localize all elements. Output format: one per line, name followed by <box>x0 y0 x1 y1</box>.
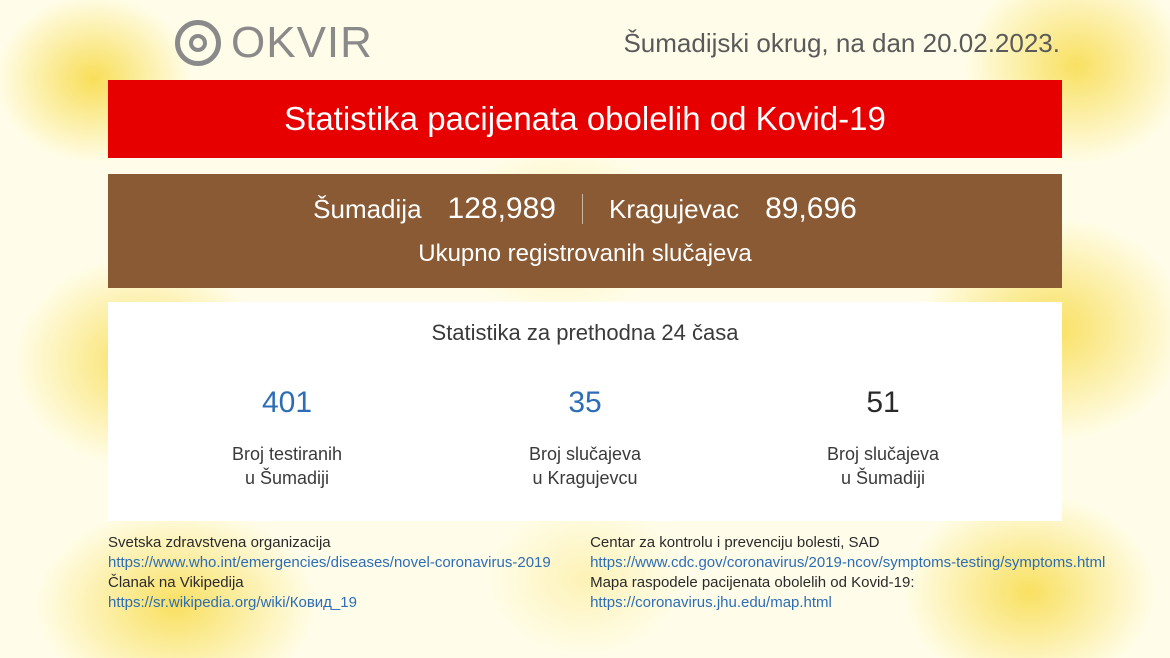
footer-sources: Svetska zdravstvena organizacija https:/… <box>0 533 1170 614</box>
stats-24h-panel: Statistika za prethodna 24 časa 401 Broj… <box>108 302 1062 521</box>
source-wiki-label: Članak na Vikipedija <box>108 573 560 593</box>
stat-col-cases-sumadija: 51 Broj slučajeva u Šumadiji <box>734 386 1032 491</box>
stat-value: 401 <box>138 386 436 420</box>
stat-value: 35 <box>436 386 734 420</box>
vertical-divider <box>582 194 583 224</box>
region2-label: Kragujevac <box>609 194 739 225</box>
header-date: Šumadijski okrug, na dan 20.02.2023. <box>623 28 1060 59</box>
title-banner: Statistika pacijenata obolelih od Kovid-… <box>108 80 1062 158</box>
logo-circle-icon <box>175 20 221 66</box>
source-wiki-link: https://sr.wikipedia.org/wiki/Ковид_19 <box>108 593 560 613</box>
stat-label: Broj testiranih u Šumadiji <box>138 442 436 491</box>
logo-inner-circle-icon <box>189 34 207 52</box>
stat-col-tested: 401 Broj testiranih u Šumadiji <box>138 386 436 491</box>
date-value: 20.02.2023. <box>923 28 1060 58</box>
region-prefix: Šumadijski okrug, na dan <box>623 28 915 58</box>
source-who-link: https://www.who.int/emergencies/diseases… <box>108 553 560 573</box>
stat-col-cases-kragujevac: 35 Broj slučajeva u Kragujevcu <box>436 386 734 491</box>
footer-left-col: Svetska zdravstvena organizacija https:/… <box>108 533 560 614</box>
totals-row: Šumadija 128,989 Kragujevac 89,696 <box>108 192 1062 226</box>
stat-value: 51 <box>734 386 1032 420</box>
region1-label: Šumadija <box>313 194 421 225</box>
logo-text: OKVIR <box>231 18 373 68</box>
source-who-label: Svetska zdravstvena organizacija <box>108 533 560 553</box>
stats-row: 401 Broj testiranih u Šumadiji 35 Broj s… <box>138 386 1032 491</box>
region2-value: 89,696 <box>765 192 857 226</box>
totals-panel: Šumadija 128,989 Kragujevac 89,696 Ukupn… <box>108 174 1062 288</box>
source-cdc-label: Centar za kontrolu i prevenciju bolesti,… <box>590 533 1110 553</box>
stat-label: Broj slučajeva u Kragujevcu <box>436 442 734 491</box>
footer-right-col: Centar za kontrolu i prevenciju bolesti,… <box>560 533 1110 614</box>
logo: OKVIR <box>175 18 373 68</box>
source-cdc-link: https://www.cdc.gov/coronavirus/2019-nco… <box>590 553 1110 573</box>
source-jhu-label: Mapa raspodele pacijenata obolelih od Ko… <box>590 573 1110 593</box>
source-jhu-link: https://coronavirus.jhu.edu/map.html <box>590 593 1110 613</box>
region1-value: 128,989 <box>448 192 556 226</box>
infographic-content: OKVIR Šumadijski okrug, na dan 20.02.202… <box>0 0 1170 658</box>
stat-label: Broj slučajeva u Šumadiji <box>734 442 1032 491</box>
header-row: OKVIR Šumadijski okrug, na dan 20.02.202… <box>0 0 1170 80</box>
stats-24h-title: Statistika za prethodna 24 časa <box>138 320 1032 346</box>
totals-subtitle: Ukupno registrovanih slučajeva <box>108 240 1062 268</box>
